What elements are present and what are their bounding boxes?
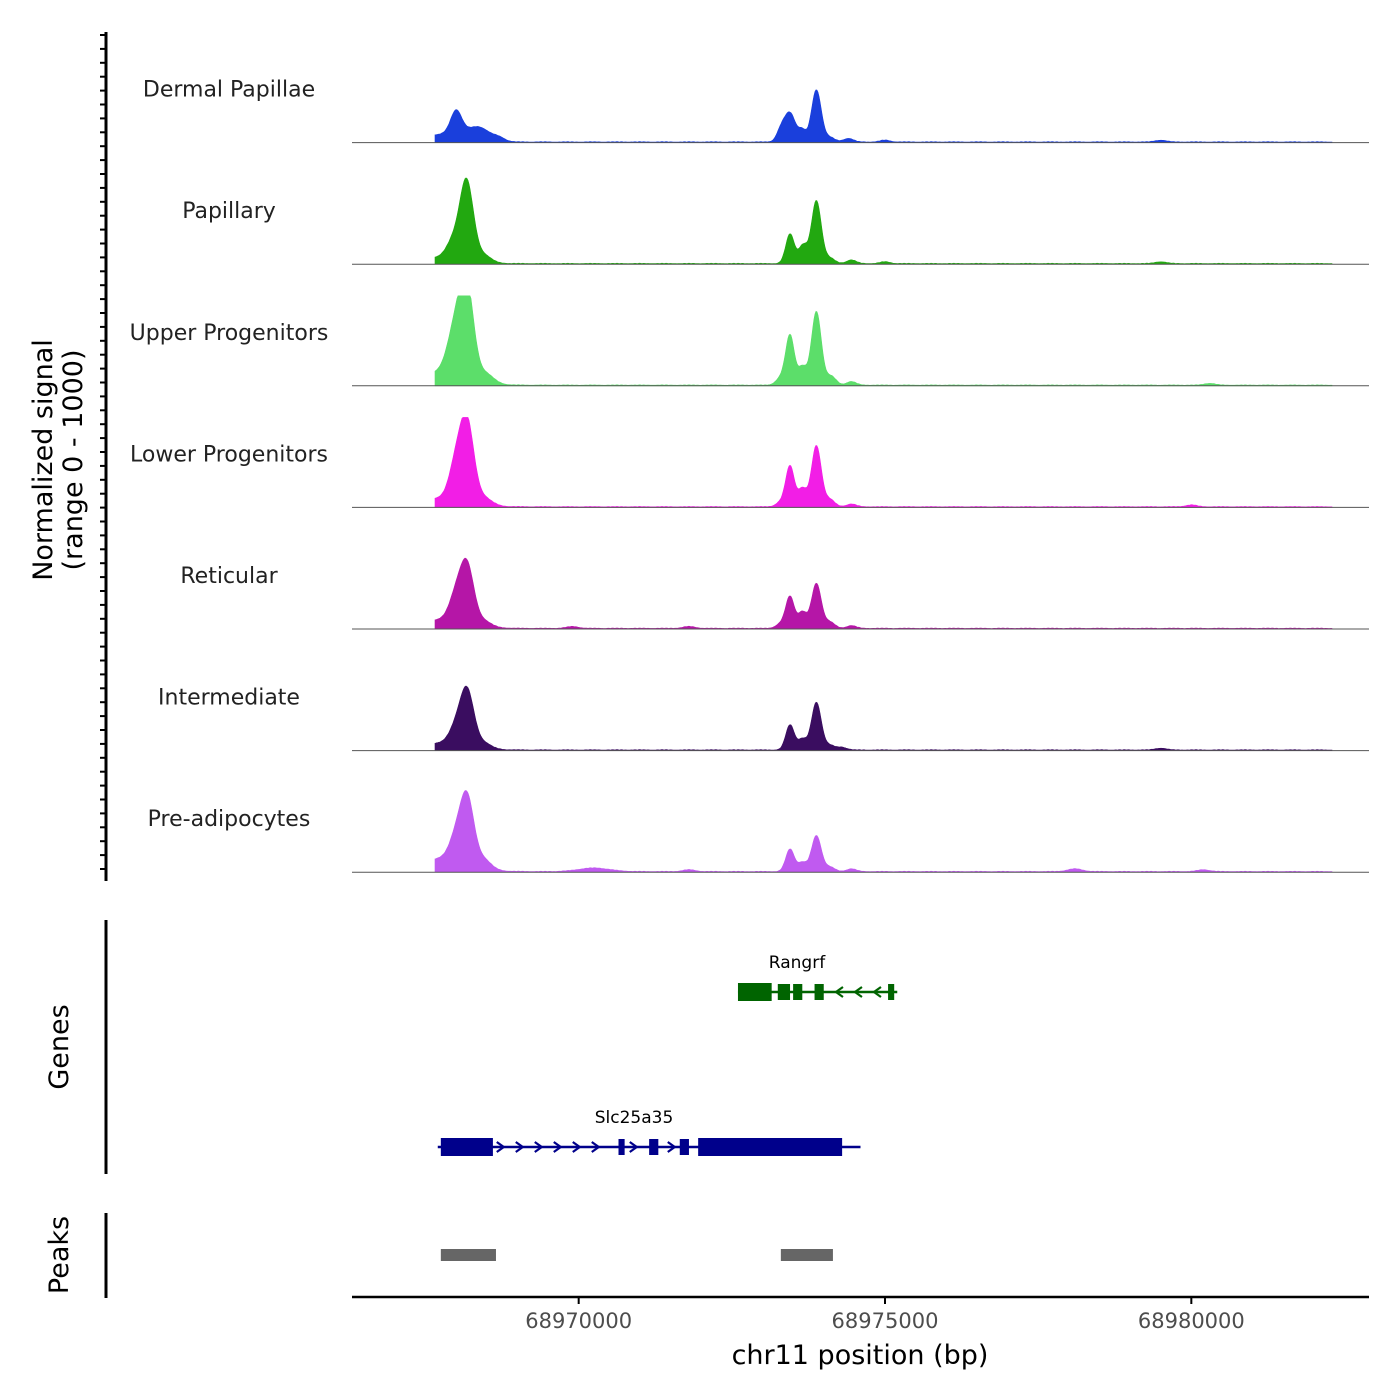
strand-arrow: [834, 986, 844, 998]
track-pre-adipocytes: Pre-adipocytes: [148, 790, 1369, 873]
strand-arrow: [853, 986, 863, 998]
track-upper-progenitors: Upper Progenitors: [130, 295, 1369, 387]
x-tick-label: 68975000: [832, 1309, 939, 1333]
strand-arrow: [667, 1141, 677, 1153]
track-reticular: Reticular: [180, 557, 1369, 630]
strand-arrow: [572, 1141, 582, 1153]
y-axis-title-line2: (range 0 - 1000): [58, 350, 89, 571]
signal-area: [434, 685, 1333, 751]
track-dermal-papillae: Dermal Papillae: [143, 78, 1369, 144]
strand-arrow: [591, 1141, 601, 1153]
track-intermediate: Intermediate: [158, 685, 1369, 752]
x-tick-label: 68970000: [525, 1309, 632, 1333]
signal-area: [434, 557, 1333, 630]
strand-arrow: [553, 1141, 563, 1153]
track-label: Intermediate: [158, 686, 300, 711]
gene-label: Slc25a35: [595, 1108, 674, 1128]
gene-exon: [679, 1139, 689, 1155]
gene-exon: [888, 984, 895, 1000]
gene-exon: [814, 984, 824, 1000]
strand-arrow: [496, 1141, 506, 1153]
gene-exon: [698, 1138, 843, 1156]
x-axis-ticks: 68970000 68975000 68980000: [525, 1297, 1245, 1333]
track-label: Reticular: [180, 564, 278, 589]
signal-area: [434, 790, 1333, 873]
strand-arrow: [534, 1141, 544, 1153]
gene-exon: [777, 984, 791, 1000]
signal-area: [434, 89, 1333, 143]
strand-arrow: [629, 1141, 639, 1153]
peak-region: [780, 1249, 833, 1261]
genes-track-label: Genes: [44, 1004, 75, 1089]
track-lower-progenitors: Lower Progenitors: [130, 417, 1369, 508]
genes-track: Slc25a35 Rangrf: [437, 953, 898, 1156]
track-papillary: Papillary: [182, 177, 1369, 265]
y-axis-title-line1: Normalized signal: [28, 339, 59, 581]
strand-arrow: [872, 986, 882, 998]
gene-exon: [618, 1139, 625, 1155]
y-axis-title: Normalized signal (range 0 - 1000): [28, 339, 89, 581]
gene-exon: [737, 983, 772, 1001]
peaks-track-label: Peaks: [44, 1216, 75, 1294]
track-label: Pre-adipocytes: [148, 807, 311, 832]
track-label: Upper Progenitors: [130, 321, 329, 346]
signal-area: [434, 295, 1333, 387]
gene-slc25a35: Slc25a35: [437, 1108, 861, 1156]
signal-area: [434, 417, 1333, 508]
gene-exon: [440, 1138, 493, 1156]
gene-exon: [649, 1139, 659, 1155]
track-label: Papillary: [182, 199, 276, 224]
strand-arrow: [515, 1141, 525, 1153]
x-tick-label: 68980000: [1138, 1309, 1245, 1333]
gene-exon: [793, 984, 803, 1000]
peaks-track: [440, 1249, 833, 1261]
signal-y-axis-ticks: [100, 34, 106, 870]
track-label: Lower Progenitors: [130, 442, 328, 467]
gene-label: Rangrf: [769, 953, 826, 973]
gene-rangrf: Rangrf: [737, 953, 898, 1001]
x-axis-title: chr11 position (bp): [732, 1340, 989, 1371]
track-label: Dermal Papillae: [143, 78, 315, 103]
peak-region: [440, 1249, 496, 1261]
signal-tracks: Dermal Papillae Papillary Upper Progenitor…: [130, 78, 1369, 873]
signal-area: [434, 177, 1333, 265]
